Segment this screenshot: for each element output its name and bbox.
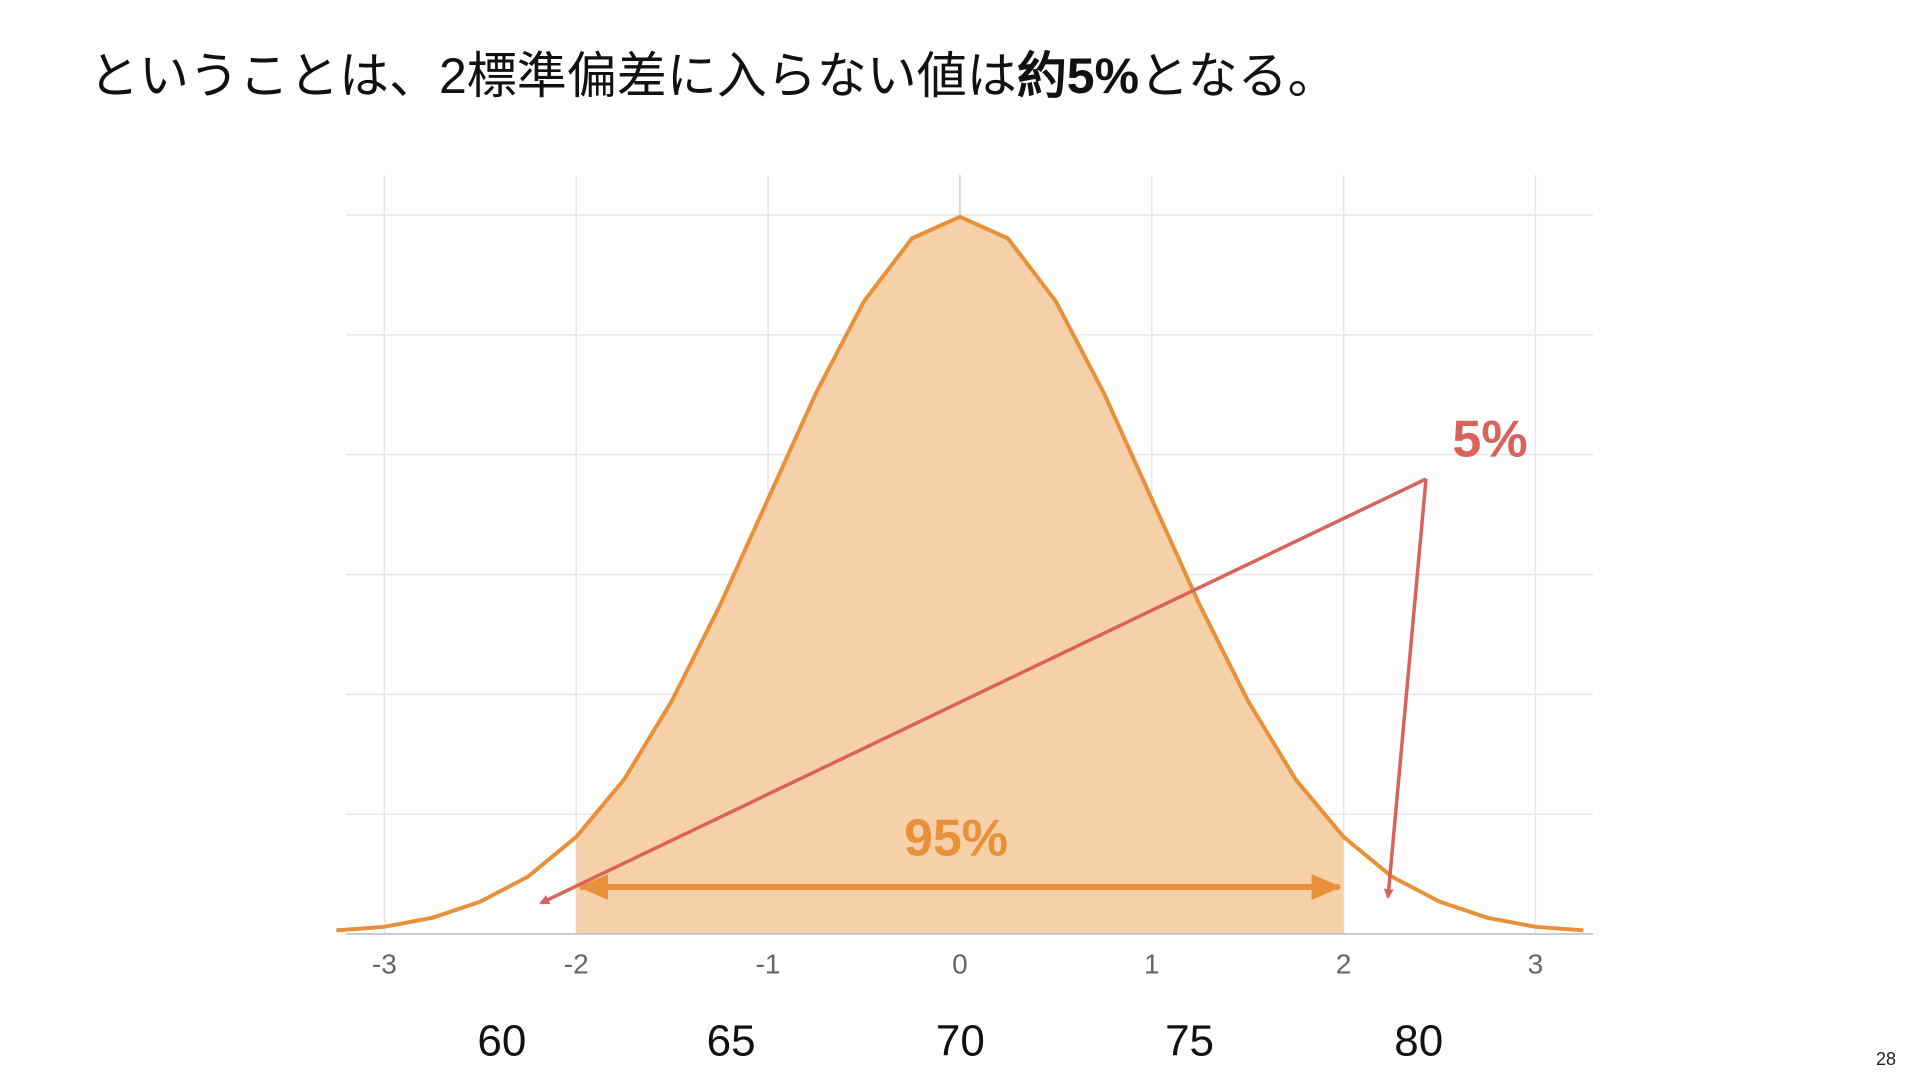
pointer-arrow <box>539 477 1427 905</box>
slide-title: ということは、2標準偏差に入らない値は約5%となる。 <box>89 48 1338 104</box>
title-part: となる。 <box>1139 48 1338 104</box>
x-tick-label: -1 <box>756 948 781 979</box>
x2-tick-label: 70 <box>936 1017 985 1066</box>
x-tick-label: 2 <box>1336 948 1352 979</box>
x-tick-label: 1 <box>1144 948 1160 979</box>
x2-tick-label: 80 <box>1394 1017 1443 1066</box>
x-tick-label: -3 <box>372 948 397 979</box>
x2-tick-label: 60 <box>477 1017 526 1066</box>
x2-tick-label: 65 <box>707 1017 756 1066</box>
plot: -3 -2 -1 0 1 2 3 60 65 70 75 80 95% 5% <box>336 175 1593 1066</box>
curve <box>336 214 1584 933</box>
x2-tick-label: 75 <box>1165 1017 1214 1066</box>
page-number: 28 <box>1876 1049 1896 1069</box>
title-part: ということは、2標準偏差に入らない値は <box>89 48 1017 104</box>
pointer-arrow <box>1383 478 1428 899</box>
x-tick-label: -2 <box>564 948 589 979</box>
shaded-area <box>576 216 1344 934</box>
annotation: 5% <box>1452 411 1527 469</box>
title-emphasis: 約5% <box>1017 48 1139 104</box>
x-tick-label: 3 <box>1528 948 1544 979</box>
x-tick-label: 0 <box>952 948 968 979</box>
annotation: 95% <box>904 810 1008 868</box>
